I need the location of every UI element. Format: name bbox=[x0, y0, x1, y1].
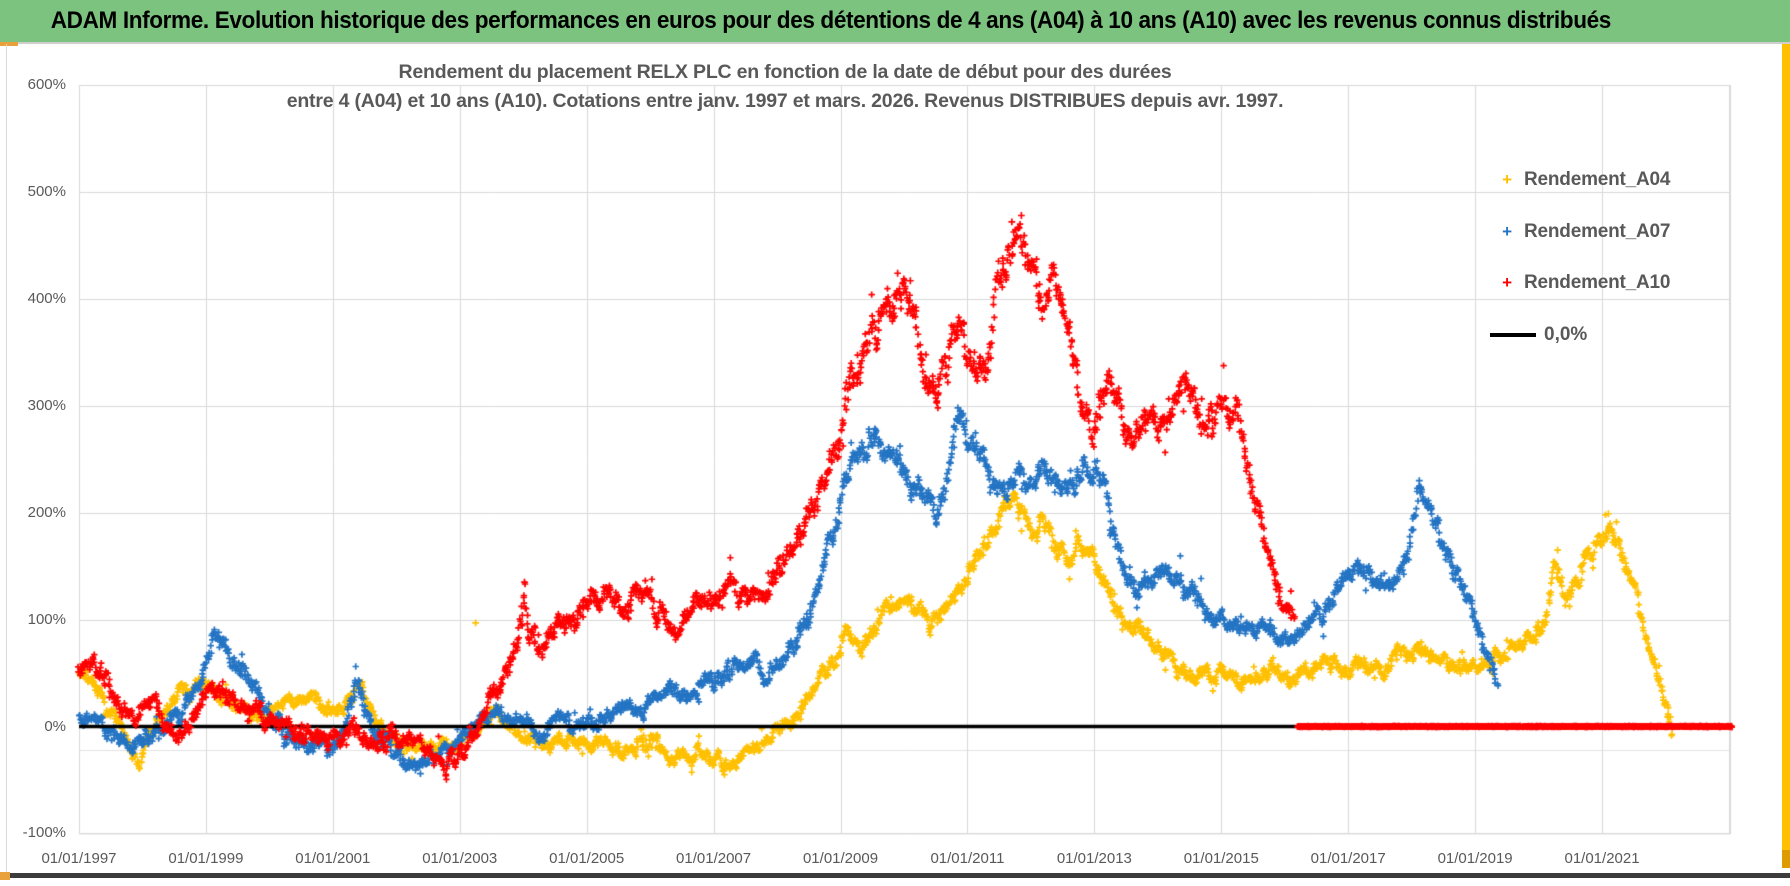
legend-item-zero-line[interactable]: 0,0% bbox=[1490, 322, 1790, 348]
y-axis-label-600: 600% bbox=[27, 76, 66, 94]
legend-label: Rendement_A10 bbox=[1524, 272, 1671, 293]
legend-label: Rendement_A07 bbox=[1524, 221, 1671, 242]
chart-title-line-1: Rendement du placement RELX PLC en fonct… bbox=[398, 61, 1172, 83]
x-axis-label-2001: 01/01/2001 bbox=[295, 850, 371, 867]
plus-marker-icon: + bbox=[1502, 170, 1512, 189]
zero-line-swatch bbox=[1490, 333, 1536, 337]
frame-right-gold-strip-end bbox=[1782, 850, 1790, 868]
x-axis-label-1999: 01/01/1999 bbox=[168, 850, 244, 867]
chart-title-line-2: entre 4 (A04) et 10 ans (A10). Cotations… bbox=[286, 90, 1284, 112]
x-axis-label-2021: 01/01/2021 bbox=[1564, 850, 1640, 867]
plus-marker-icon: + bbox=[1502, 273, 1512, 292]
chart-title: Rendement du placement RELX PLC en fonct… bbox=[0, 58, 1570, 116]
y-axis-label-0: 0% bbox=[44, 717, 66, 735]
x-axis-label-2003: 01/01/2003 bbox=[422, 850, 498, 867]
legend-label: 0,0% bbox=[1544, 324, 1588, 345]
frame-bottom-accent bbox=[0, 872, 10, 880]
x-axis-label-1997: 01/01/1997 bbox=[41, 850, 117, 867]
frame-bottom-bar bbox=[0, 873, 1790, 878]
x-axis-label-2005: 01/01/2005 bbox=[549, 850, 625, 867]
x-axis-label-2013: 01/01/2013 bbox=[1056, 850, 1132, 867]
x-axis-label-2007: 01/01/2007 bbox=[676, 850, 752, 867]
frame-right-gold-strip bbox=[1782, 44, 1790, 850]
y-axis-label-300: 300% bbox=[27, 396, 66, 414]
x-axis-label-2017: 01/01/2017 bbox=[1310, 850, 1386, 867]
x-axis-label-2011: 01/01/2011 bbox=[930, 850, 1005, 867]
frame-left-border bbox=[6, 44, 7, 873]
legend-item-Rendement_A07[interactable]: + Rendement_A07 bbox=[1490, 219, 1790, 245]
banner-accent-left bbox=[0, 42, 18, 46]
y-axis-label-500: 500% bbox=[27, 183, 66, 200]
plus-marker-icon: + bbox=[1502, 222, 1512, 241]
legend-item-Rendement_A10[interactable]: + Rendement_A10 bbox=[1490, 270, 1790, 296]
y-axis-label-400: 400% bbox=[27, 289, 66, 307]
y-axis-label--100: -100% bbox=[22, 824, 66, 842]
banner-title: ADAM Informe. Evolution historique des p… bbox=[50, 7, 1612, 34]
x-axis-label-2009: 01/01/2009 bbox=[802, 850, 879, 867]
x-axis-label-2015: 01/01/2015 bbox=[1183, 850, 1259, 867]
banner-divider bbox=[0, 42, 1790, 44]
legend-item-Rendement_A04[interactable]: + Rendement_A04 bbox=[1490, 167, 1790, 193]
banner: ADAM Informe. Evolution historique des p… bbox=[0, 0, 1790, 42]
legend-label: Rendement_A04 bbox=[1524, 169, 1671, 190]
y-axis-label-200: 200% bbox=[27, 503, 66, 521]
y-axis-label-100: 100% bbox=[27, 610, 66, 628]
x-axis-label-2019: 01/01/2019 bbox=[1437, 850, 1513, 867]
